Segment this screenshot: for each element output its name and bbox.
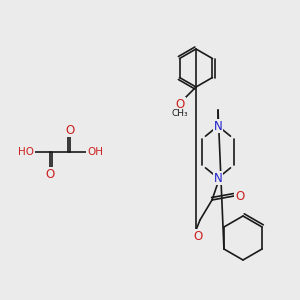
Text: OH: OH bbox=[87, 147, 103, 157]
Text: N: N bbox=[214, 119, 222, 133]
Text: HO: HO bbox=[18, 147, 34, 157]
Text: O: O bbox=[236, 190, 244, 202]
Text: N: N bbox=[214, 172, 222, 184]
Text: O: O bbox=[194, 230, 202, 242]
Text: CH₃: CH₃ bbox=[172, 109, 188, 118]
Text: O: O bbox=[65, 124, 75, 136]
Text: O: O bbox=[176, 98, 184, 110]
Text: O: O bbox=[45, 167, 55, 181]
